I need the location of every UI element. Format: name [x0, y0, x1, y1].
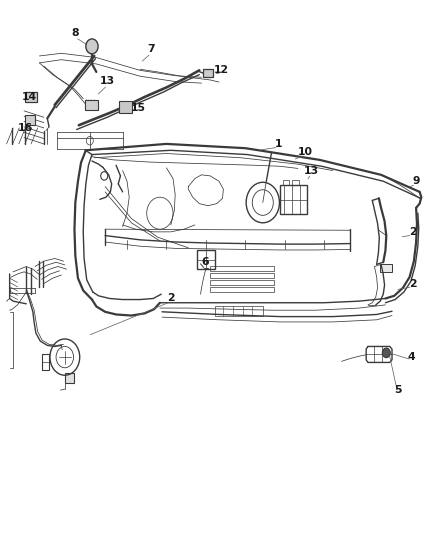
- Bar: [283, 180, 289, 185]
- Bar: [210, 287, 274, 292]
- Bar: [197, 250, 215, 269]
- Text: 13: 13: [304, 166, 318, 175]
- Bar: [215, 306, 263, 316]
- Bar: [65, 373, 74, 383]
- Bar: [210, 266, 274, 271]
- Bar: [203, 69, 213, 77]
- Text: 2: 2: [167, 294, 175, 303]
- Bar: [280, 185, 307, 214]
- Text: 4: 4: [408, 352, 416, 362]
- Text: 2: 2: [409, 227, 417, 237]
- Text: 5: 5: [394, 385, 402, 395]
- Text: 9: 9: [412, 176, 420, 186]
- Bar: [42, 354, 49, 370]
- Text: 6: 6: [201, 257, 209, 267]
- Bar: [25, 115, 35, 125]
- Text: 10: 10: [298, 147, 313, 157]
- Text: 14: 14: [21, 92, 36, 102]
- Text: 16: 16: [18, 123, 33, 133]
- Text: 1: 1: [275, 139, 283, 149]
- Text: 15: 15: [131, 103, 146, 112]
- Text: 13: 13: [100, 76, 115, 86]
- Bar: [210, 280, 274, 285]
- Text: 7: 7: [147, 44, 155, 54]
- Text: 12: 12: [214, 66, 229, 75]
- Circle shape: [382, 348, 390, 358]
- Circle shape: [86, 39, 98, 54]
- Bar: [85, 100, 98, 110]
- Text: 8: 8: [71, 28, 79, 38]
- Text: 2: 2: [409, 279, 417, 288]
- Bar: [25, 92, 37, 102]
- Bar: [210, 273, 274, 278]
- Bar: [292, 180, 299, 185]
- Bar: [119, 101, 132, 113]
- Bar: [380, 264, 392, 272]
